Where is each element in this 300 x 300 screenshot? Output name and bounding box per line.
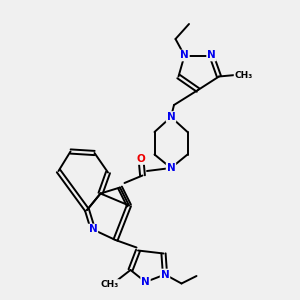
Text: N: N <box>180 50 189 61</box>
Text: N: N <box>167 112 176 122</box>
Text: N: N <box>207 50 216 61</box>
Text: CH₃: CH₃ <box>235 70 253 80</box>
Text: O: O <box>136 154 146 164</box>
Text: N: N <box>167 163 176 173</box>
Text: N: N <box>141 277 150 287</box>
Text: N: N <box>160 269 169 280</box>
Text: N: N <box>88 224 98 235</box>
Text: CH₃: CH₃ <box>101 280 119 289</box>
